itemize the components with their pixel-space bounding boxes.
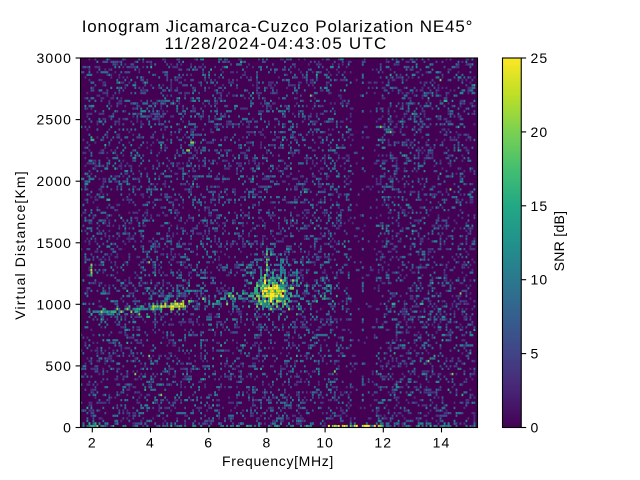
svg-text:2500: 2500 — [36, 112, 72, 128]
svg-text:11/28/2024-04:43:05 UTC: 11/28/2024-04:43:05 UTC — [165, 34, 388, 53]
svg-text:10: 10 — [531, 272, 549, 288]
svg-text:25: 25 — [531, 50, 549, 66]
svg-text:15: 15 — [531, 198, 549, 214]
svg-text:5: 5 — [531, 346, 540, 362]
svg-text:12: 12 — [374, 435, 392, 451]
svg-text:0: 0 — [531, 420, 540, 436]
svg-text:14: 14 — [433, 435, 451, 451]
svg-text:20: 20 — [531, 124, 549, 140]
svg-text:1500: 1500 — [36, 235, 72, 251]
svg-text:1000: 1000 — [36, 296, 72, 312]
svg-text:8: 8 — [262, 435, 271, 451]
svg-text:3000: 3000 — [36, 50, 72, 66]
svg-text:4: 4 — [146, 435, 155, 451]
svg-text:Frequency[MHz]: Frequency[MHz] — [222, 453, 334, 469]
svg-text:Virtual Distance[Km]: Virtual Distance[Km] — [12, 170, 28, 320]
svg-text:2000: 2000 — [36, 173, 72, 189]
svg-text:2: 2 — [88, 435, 97, 451]
svg-text:6: 6 — [204, 435, 213, 451]
svg-text:0: 0 — [63, 420, 72, 436]
svg-text:500: 500 — [45, 358, 72, 374]
svg-text:Ionogram Jicamarca-Cuzco Polar: Ionogram Jicamarca-Cuzco Polarization NE… — [82, 17, 474, 36]
svg-text:SNR [dB]: SNR [dB] — [551, 211, 567, 272]
svg-text:10: 10 — [316, 435, 334, 451]
